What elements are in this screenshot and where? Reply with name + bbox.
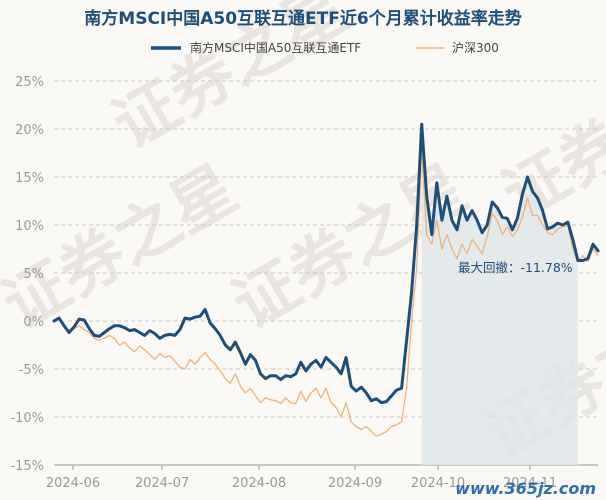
series-line-index (53, 147, 599, 437)
y-axis: 25% 20% 15% 10% 5% 0% -5% -10% -15% (10, 75, 44, 474)
max-drawdown-label: 最大回撤：-11.78% (458, 260, 573, 275)
x-axis: 2024-06 2024-07 2024-08 2024-09 2024-10 2024-… (46, 464, 598, 491)
series-lines (52, 122, 600, 437)
y-tick-label: 15% (15, 171, 44, 186)
x-tick-label: 2024-10 (411, 476, 465, 491)
x-tick-label: 2024-06 (46, 476, 100, 491)
drawdown-shade (421, 124, 578, 465)
x-tick-label: 2024-08 (232, 476, 286, 491)
x-tick-label: 2024-07 (135, 476, 189, 491)
legend-label-index: 沪深300 (452, 41, 499, 55)
y-tick-label: 20% (15, 123, 44, 138)
legend: 南方MSCI中国A50互联互通ETF 沪深300 (151, 40, 499, 55)
x-tick-label: 2024-11 (503, 476, 557, 491)
y-tick-label: 0% (23, 315, 44, 330)
series-line-etf (52, 122, 600, 405)
legend-label-etf: 南方MSCI中国A50互联互通ETF (190, 40, 361, 55)
y-tick-label: 25% (15, 75, 44, 90)
y-tick-label: -15% (10, 459, 44, 474)
site-watermark: www.365jz.com (455, 479, 596, 498)
x-tick-label: 2024-09 (328, 476, 382, 491)
watermark-text-3: 证券之星 (491, 42, 606, 234)
y-tick-label: -10% (10, 411, 44, 426)
drawdown-area (421, 124, 578, 465)
y-tick-label: 10% (15, 219, 44, 234)
y-tick-label: -5% (19, 363, 44, 378)
y-tick-label: 5% (23, 267, 44, 282)
chart-title: 南方MSCI中国A50互联互通ETF近6个月累计收益率走势 (84, 8, 521, 29)
